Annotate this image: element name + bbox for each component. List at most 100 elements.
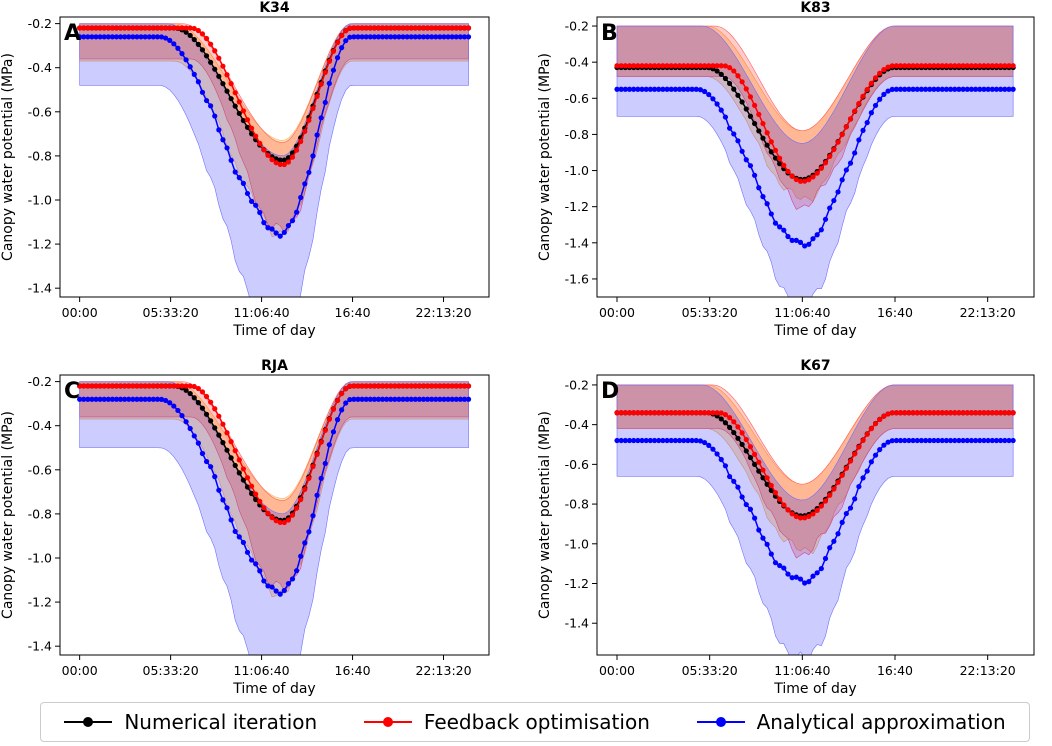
data-point xyxy=(85,25,91,31)
data-point xyxy=(404,34,410,40)
data-point xyxy=(420,383,427,389)
data-point xyxy=(302,540,308,546)
data-point xyxy=(461,34,468,40)
data-point xyxy=(797,178,804,184)
data-point xyxy=(232,169,238,175)
data-point xyxy=(727,473,733,480)
data-point xyxy=(203,35,210,42)
data-point xyxy=(179,413,185,419)
data-point xyxy=(220,63,226,69)
y-tick-label: -1.2 xyxy=(565,199,589,214)
data-point xyxy=(651,63,658,69)
data-point xyxy=(404,383,410,389)
data-point xyxy=(142,396,148,402)
data-point xyxy=(931,437,937,444)
data-point xyxy=(449,25,455,31)
data-point xyxy=(93,34,99,40)
data-point xyxy=(154,383,161,389)
data-point xyxy=(747,113,754,119)
data-point xyxy=(989,63,995,69)
data-point xyxy=(289,218,296,224)
data-point xyxy=(277,591,283,597)
data-point xyxy=(993,410,1000,416)
data-point xyxy=(764,201,770,207)
band-0000ff xyxy=(79,23,469,297)
data-point xyxy=(122,383,128,389)
data-point xyxy=(367,34,373,40)
data-point xyxy=(416,383,423,389)
data-point xyxy=(806,241,812,247)
data-point xyxy=(228,96,234,102)
data-point xyxy=(635,410,641,416)
data-point xyxy=(651,410,658,416)
data-point xyxy=(906,63,912,69)
data-point xyxy=(97,396,103,402)
axes-frame xyxy=(59,374,490,656)
data-point xyxy=(697,63,704,69)
panel-title: K34 xyxy=(259,0,290,16)
data-point xyxy=(216,127,222,133)
data-point xyxy=(852,108,858,114)
data-point xyxy=(379,25,386,31)
data-point xyxy=(618,63,624,69)
data-point xyxy=(872,421,879,427)
data-point xyxy=(146,34,152,40)
data-point xyxy=(689,63,695,69)
data-point xyxy=(457,25,463,31)
data-point xyxy=(752,102,758,109)
data-point xyxy=(322,99,328,106)
data-point xyxy=(326,442,332,448)
data-point xyxy=(793,176,799,183)
data-point xyxy=(718,71,724,77)
data-point xyxy=(187,425,193,432)
data-point xyxy=(993,63,1000,69)
data-point xyxy=(441,25,447,31)
data-point xyxy=(839,131,845,138)
data-point xyxy=(195,440,201,446)
data-point xyxy=(265,152,271,158)
data-point xyxy=(985,437,991,444)
data-point xyxy=(314,451,320,457)
data-point xyxy=(281,229,287,236)
data-point xyxy=(943,63,950,69)
data-point xyxy=(656,86,662,92)
data-point xyxy=(253,491,259,497)
data-point xyxy=(130,25,136,31)
data-point xyxy=(400,383,406,389)
x-tick-label: 11:06:40 xyxy=(774,305,830,320)
data-point xyxy=(318,475,324,481)
data-point xyxy=(877,70,883,76)
data-point xyxy=(743,501,749,508)
data-point xyxy=(968,63,975,69)
series-analytical-approximation xyxy=(614,86,1016,249)
data-point xyxy=(868,426,874,432)
data-point xyxy=(660,437,666,444)
y-tick-label: -1.2 xyxy=(28,595,52,610)
data-point xyxy=(956,63,962,69)
data-point xyxy=(228,157,234,163)
data-point xyxy=(973,86,979,92)
data-point xyxy=(306,475,312,481)
data-point xyxy=(998,437,1004,444)
data-point xyxy=(810,511,816,517)
data-point xyxy=(902,410,908,416)
series-analytical-approximation xyxy=(77,396,472,597)
data-point xyxy=(822,216,829,222)
data-point xyxy=(367,383,373,389)
data-point xyxy=(212,48,218,54)
data-point xyxy=(772,155,779,161)
data-point xyxy=(993,86,1000,92)
plot-area xyxy=(614,25,1016,297)
data-point xyxy=(117,396,124,402)
data-point xyxy=(465,25,472,31)
data-point xyxy=(831,538,837,544)
data-point xyxy=(735,484,741,490)
data-point xyxy=(827,205,833,211)
data-point xyxy=(212,425,218,431)
data-point xyxy=(797,515,804,521)
data-point xyxy=(445,34,451,40)
data-point xyxy=(968,86,975,92)
data-point xyxy=(681,437,687,444)
data-point xyxy=(668,437,674,444)
data-point xyxy=(437,25,443,31)
